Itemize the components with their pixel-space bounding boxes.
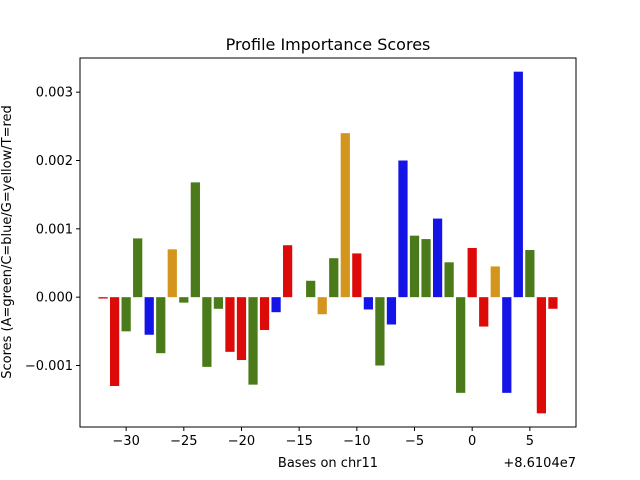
bar-37 <box>536 297 547 414</box>
bar-26 <box>409 235 420 298</box>
bar-28 <box>432 218 443 298</box>
bar-22 <box>363 297 373 310</box>
y-axis-label: Scores (A=green/C=blue/G=yellow/T=red <box>0 105 15 379</box>
bar-27 <box>421 239 431 298</box>
x-tick-label: −5 <box>405 434 424 449</box>
bar-35 <box>513 71 523 298</box>
bar-23 <box>375 297 385 366</box>
bar-13 <box>248 297 258 385</box>
plot-frame <box>79 57 577 428</box>
bar-8 <box>190 182 200 298</box>
y-tick-label: 0.000 <box>36 291 73 306</box>
bar-25 <box>398 160 408 298</box>
bar-18 <box>317 297 327 315</box>
chart-title: Profile Importance Scores <box>226 35 431 54</box>
y-tick-label: 0.001 <box>36 222 73 237</box>
bar-36 <box>525 250 535 298</box>
bar-0 <box>98 297 108 299</box>
bar-38 <box>548 297 558 309</box>
bar-2 <box>121 297 131 332</box>
x-tick-label: −20 <box>228 434 255 449</box>
bar-5 <box>156 297 166 354</box>
bar-30 <box>456 297 466 393</box>
bar-29 <box>444 262 454 298</box>
bar-17 <box>306 280 316 298</box>
bar-9 <box>202 297 212 367</box>
x-tick-label: −10 <box>343 434 370 449</box>
x-axis-label: Bases on chr11 <box>278 456 378 471</box>
y-tick-label: 0.002 <box>36 154 73 169</box>
bar-19 <box>329 258 339 298</box>
bar-16 <box>283 245 293 298</box>
bar-20 <box>340 133 350 298</box>
bar-12 <box>236 297 247 361</box>
x-axis-offset-label: +8.6104e7 <box>503 456 576 471</box>
bar-15 <box>271 297 281 313</box>
x-tick-label: 5 <box>526 434 534 449</box>
bar-11 <box>225 297 235 352</box>
bars-group <box>98 71 558 414</box>
x-tick-label: −25 <box>170 434 197 449</box>
bar-24 <box>386 297 397 325</box>
bar-33 <box>490 266 500 298</box>
bar-31 <box>467 247 477 298</box>
bar-1 <box>109 297 120 386</box>
bar-14 <box>259 297 270 330</box>
bar-32 <box>479 297 489 327</box>
ticks-group: −30 −25 −20 −15 −10 −5 0 5 −0.001 0.000 0.001 0.002… <box>25 86 534 449</box>
x-tick-label: −15 <box>285 434 312 449</box>
bar-10 <box>213 297 224 309</box>
bar-7 <box>179 297 189 303</box>
bar-21 <box>352 253 362 298</box>
bar-4 <box>144 297 154 335</box>
y-tick-label: −0.001 <box>25 359 73 374</box>
bar-6 <box>167 249 177 298</box>
y-tick-label: 0.003 <box>36 86 73 101</box>
x-tick-label: −30 <box>112 434 139 449</box>
bar-3 <box>133 238 143 298</box>
x-tick-label: 0 <box>468 434 476 449</box>
bar-34 <box>502 297 512 393</box>
